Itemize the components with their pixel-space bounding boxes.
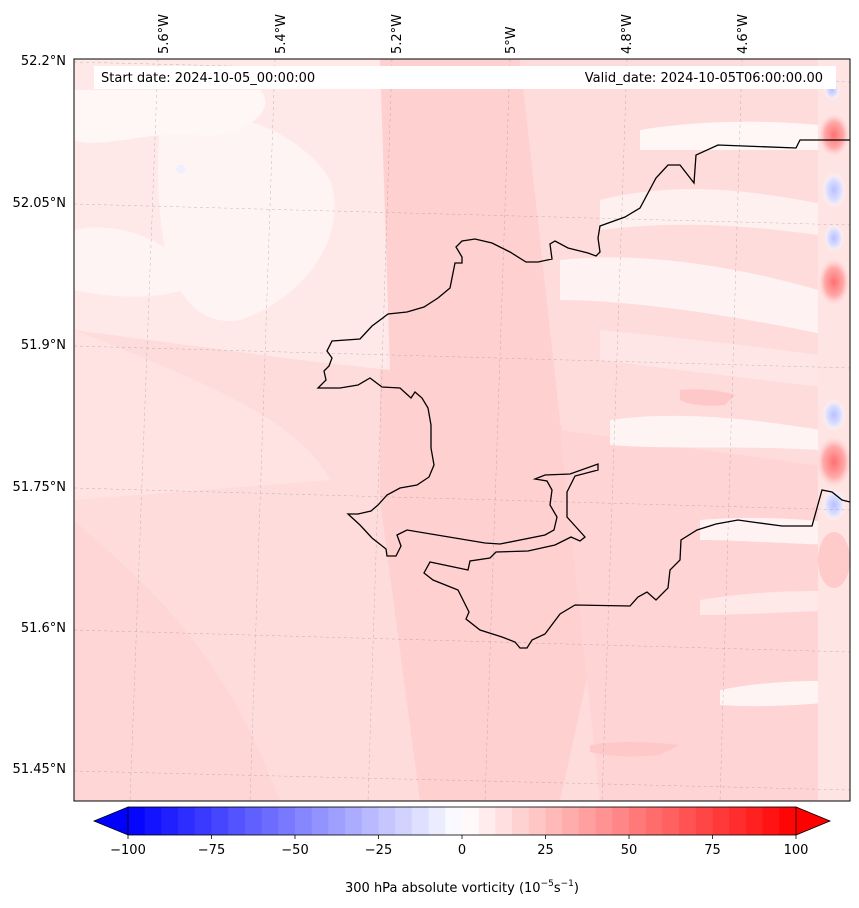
colorbar-tick-label: −50 xyxy=(281,843,308,858)
lon-label: 4.6°W xyxy=(736,14,751,54)
colorbar-segment xyxy=(545,807,563,835)
colorbar-segment xyxy=(612,807,630,835)
latitude-labels: 52.2°N 52.05°N 51.9°N 51.75°N 51.6°N 51.… xyxy=(13,54,66,777)
colorbar-segment xyxy=(378,807,396,835)
colorbar-segment xyxy=(128,807,146,835)
lat-label: 51.9°N xyxy=(21,338,66,353)
vorticity-field xyxy=(74,59,850,801)
colorbar-segment xyxy=(328,807,346,835)
colorbar-tick-label: 75 xyxy=(704,843,721,858)
colorbar-segment xyxy=(779,807,797,835)
colorbar-max-extend xyxy=(795,806,832,836)
colorbar-segment xyxy=(629,807,647,835)
colorbar-tick-label: −100 xyxy=(110,843,146,858)
colorbar: −100 −75 −50 −25 0 25 50 75 100 300 hPa absolute… xyxy=(92,806,832,896)
colorbar-segment xyxy=(178,807,196,835)
colorbar-segment xyxy=(578,807,597,835)
colorbar-min-extend xyxy=(92,806,129,836)
lat-label: 52.2°N xyxy=(21,54,66,69)
colorbar-tick-label: 100 xyxy=(784,843,809,858)
colorbar-tick-label: 25 xyxy=(537,843,554,858)
colorbar-tick-label: −25 xyxy=(365,843,392,858)
colorbar-tick-label: −75 xyxy=(198,843,225,858)
lat-label: 52.05°N xyxy=(13,196,66,211)
colorbar-segment xyxy=(345,807,363,835)
lon-label: 5°W xyxy=(504,26,519,54)
colorbar-segment xyxy=(411,807,430,835)
colorbar-title: 300 hPa absolute vorticity (10−5s−1) xyxy=(345,879,579,896)
colorbar-segment xyxy=(211,807,229,835)
colorbar-segment xyxy=(361,807,380,835)
colorbar-segment xyxy=(428,807,446,835)
map-frame xyxy=(73,58,851,802)
colorbar-segment xyxy=(729,807,747,835)
start-date-text: Start date: 2024-10-05_00:00:00 xyxy=(101,71,315,86)
colorbar-segment xyxy=(462,807,480,835)
lon-label: 4.8°W xyxy=(620,14,635,54)
colorbar-tick-label: 0 xyxy=(458,843,466,858)
colorbar-segment xyxy=(261,807,279,835)
longitude-labels: 5.6°W 5.4°W 5.2°W 5°W 4.8°W 4.6°W xyxy=(157,14,751,54)
colorbar-segment xyxy=(244,807,263,835)
colorbar-segments xyxy=(128,807,797,835)
colorbar-segment xyxy=(712,807,730,835)
colorbar-segment xyxy=(645,807,663,835)
colorbar-segment xyxy=(495,807,513,835)
colorbar-segment xyxy=(278,807,296,835)
lat-label: 51.6°N xyxy=(21,621,66,636)
colorbar-segment xyxy=(595,807,613,835)
colorbar-segment xyxy=(311,807,329,835)
colorbar-segment xyxy=(295,807,313,835)
lat-label: 51.45°N xyxy=(13,762,66,777)
colorbar-segment xyxy=(528,807,547,835)
colorbar-segment xyxy=(395,807,413,835)
colorbar-segment xyxy=(144,807,162,835)
colorbar-segment xyxy=(161,807,179,835)
colorbar-segment xyxy=(512,807,530,835)
lon-label: 5.2°W xyxy=(390,14,405,54)
colorbar-segment xyxy=(745,807,764,835)
colorbar-tick-label: 50 xyxy=(621,843,638,858)
colorbar-segment xyxy=(478,807,496,835)
lon-label: 5.4°W xyxy=(274,14,289,54)
valid-date-text: Valid_date: 2024-10-05T06:00:00.00 xyxy=(585,71,823,86)
colorbar-segment xyxy=(194,807,213,835)
colorbar-segment xyxy=(679,807,697,835)
colorbar-ticks: −100 −75 −50 −25 0 25 50 75 100 xyxy=(110,835,808,858)
lon-label: 5.6°W xyxy=(157,14,172,54)
colorbar-segment xyxy=(228,807,246,835)
coastline xyxy=(316,139,850,649)
lat-label: 51.75°N xyxy=(13,480,66,495)
colorbar-segment xyxy=(762,807,780,835)
colorbar-segment xyxy=(695,807,714,835)
date-header-box: Start date: 2024-10-05_00:00:00 Valid_da… xyxy=(94,66,836,89)
colorbar-segment xyxy=(445,807,463,835)
colorbar-segment xyxy=(562,807,580,835)
graticule xyxy=(74,59,850,801)
colorbar-segment xyxy=(662,807,680,835)
